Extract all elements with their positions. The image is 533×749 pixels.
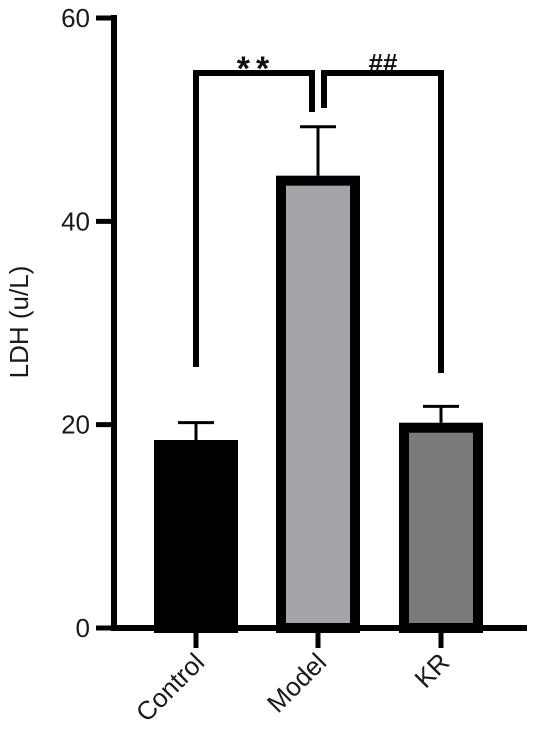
y-axis-label: LDH (u/L) (4, 266, 34, 379)
y-tick-label-20: 20 (61, 410, 90, 440)
significance-layer: ** ## (193, 48, 444, 373)
x-tick-label-kr: KR (408, 647, 455, 694)
significance-bracket-1 (193, 70, 315, 367)
x-tick-label-model: Model (261, 647, 332, 718)
y-tick-label-60: 60 (61, 3, 90, 33)
y-tick-label-0: 0 (76, 613, 90, 643)
x-tick-label-control: Control (130, 647, 210, 727)
bar-model (276, 175, 360, 634)
y-tick-label-40: 40 (61, 206, 90, 236)
significance-label-2: ## (369, 48, 398, 78)
error-bars-layer (178, 125, 459, 440)
bar-kr (399, 422, 483, 634)
significance-label-1: ** (237, 50, 275, 88)
bars-layer (154, 175, 483, 634)
bar-control (154, 440, 238, 633)
significance-bracket-2 (321, 70, 444, 373)
